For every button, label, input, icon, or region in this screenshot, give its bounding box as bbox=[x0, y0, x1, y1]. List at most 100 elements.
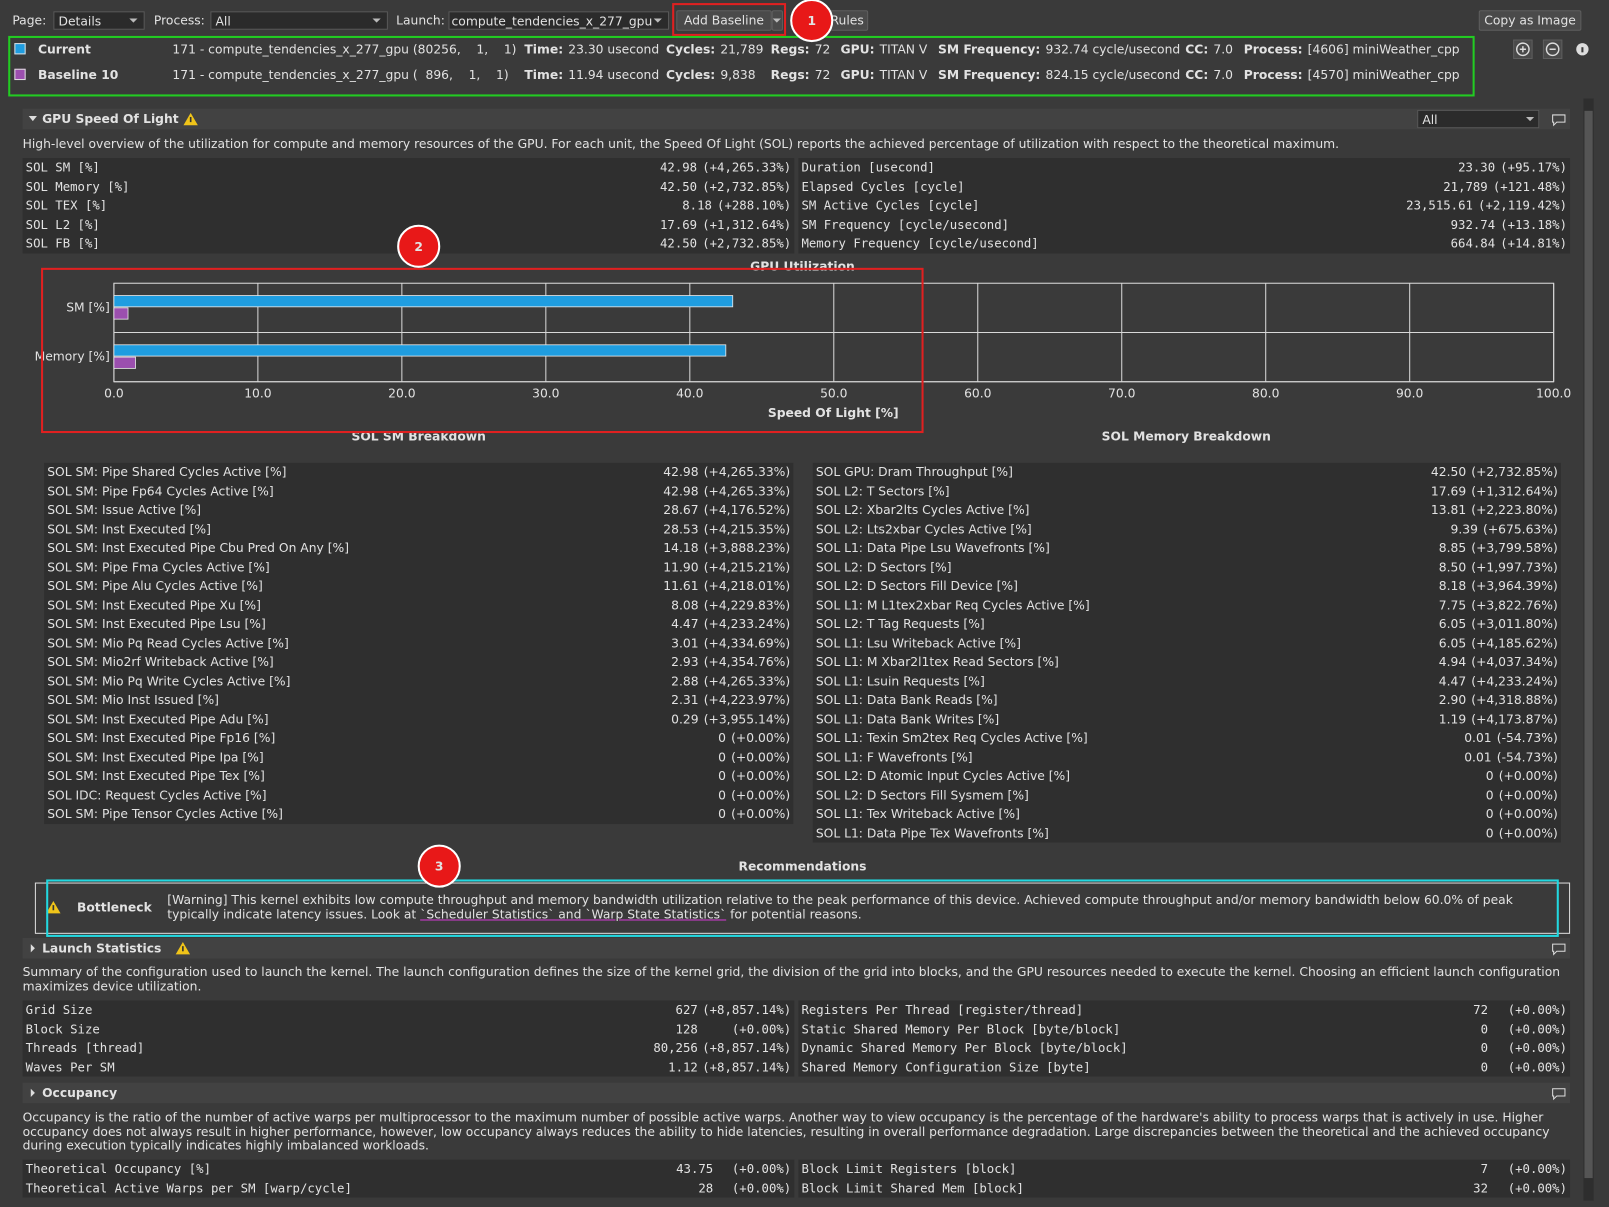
row-delta: (+2,732.85%) bbox=[1471, 464, 1558, 480]
row-value-group: 42.98 (+4,265.33%) bbox=[663, 464, 790, 480]
row-delta: (+4,265.33%) bbox=[702, 160, 792, 175]
field-value: [4606] miniWeather_cpp bbox=[1307, 42, 1460, 57]
filter-combo[interactable]: All bbox=[1417, 109, 1540, 129]
launch-combo[interactable]: compute_tendencies_x_277_gpu bbox=[448, 11, 670, 30]
row-delta: (+4,215.35%) bbox=[703, 521, 791, 537]
row-value: 42.50 bbox=[660, 179, 698, 194]
field-label: Cycles: bbox=[666, 42, 716, 57]
row-delta: (+3,955.14%) bbox=[703, 711, 791, 727]
bar bbox=[113, 344, 727, 357]
row-value-group: 3.01 (+4,334.69%) bbox=[671, 635, 790, 651]
field-label: CC: bbox=[1185, 42, 1209, 57]
row-value: 9.39 bbox=[1450, 521, 1478, 537]
table-row: SOL L2: Lts2xbar Cycles Active [%] 9.39 (+… bbox=[813, 520, 1561, 539]
row-delta: (+2,119.42%) bbox=[1478, 198, 1568, 213]
field-value: 7.0 bbox=[1213, 42, 1233, 57]
field-value: 23.30 usecond bbox=[568, 42, 660, 57]
result-field: SM Frequency: 932.74 cycle/usecond bbox=[938, 41, 1180, 57]
row-delta: (+14.81%) bbox=[1500, 236, 1568, 251]
row-value-group: 7.75 (+3,822.76%) bbox=[1439, 597, 1558, 613]
row-value: 8.50 bbox=[1438, 559, 1467, 575]
x-tick-label: 100.0 bbox=[1536, 387, 1571, 401]
row-delta: (+121.48%) bbox=[1492, 179, 1568, 194]
row-label: Block Size bbox=[25, 1021, 100, 1037]
row-value: 11.90 bbox=[663, 559, 699, 575]
row-value: 4.47 bbox=[671, 616, 699, 632]
row-value: 23.30 bbox=[1458, 160, 1496, 175]
table-row: Dynamic Shared Memory Per Block [byte/bl… bbox=[798, 1039, 1570, 1058]
row-value: 8.18 bbox=[1438, 578, 1467, 594]
table-row: SOL SM [%] 42.98 (+4,265.33%) bbox=[23, 158, 795, 177]
row-value-group: 2.90 (+4,318.88%) bbox=[1439, 692, 1558, 708]
row-value-group: 0 (+0.00%) bbox=[718, 749, 790, 765]
row-label: SOL TEX [%] bbox=[25, 198, 108, 213]
row-value: 42.50 bbox=[660, 236, 698, 251]
row-label: SOL L2: Xbar2lts Cycles Active [%] bbox=[815, 502, 1030, 518]
row-label: Block Limit Registers [block] bbox=[801, 1161, 1017, 1177]
row-label: SOL SM: Inst Executed Pipe Ipa [%] bbox=[47, 749, 264, 765]
section-header bbox=[22, 937, 1571, 959]
field-value: 9,838 bbox=[720, 67, 756, 83]
recommendation-tail: for potential reasons. bbox=[726, 906, 862, 922]
x-tick-label: 90.0 bbox=[1396, 387, 1423, 401]
copy-image-button[interactable]: Copy as Image bbox=[1478, 10, 1582, 31]
info-icon bbox=[1576, 43, 1589, 56]
field-label: CC: bbox=[1185, 67, 1209, 83]
bar bbox=[113, 356, 136, 369]
result-color bbox=[14, 68, 26, 81]
result-name: Current bbox=[37, 42, 91, 57]
row-value: 43.75 bbox=[676, 1161, 714, 1177]
process-combo[interactable]: All bbox=[210, 11, 388, 30]
recommendation-link[interactable]: `Scheduler Statistics` and `Warp State S… bbox=[420, 906, 727, 922]
row-value: 80,256 bbox=[653, 1040, 698, 1056]
highlight-box bbox=[41, 267, 924, 434]
row-value-group: 28.53 (+4,215.35%) bbox=[663, 521, 790, 537]
page-combo[interactable]: Details bbox=[53, 11, 145, 30]
scrollbar-thumb[interactable] bbox=[1584, 110, 1593, 1179]
section-title: GPU Speed Of Light bbox=[42, 111, 179, 127]
add-baseline-menu[interactable] bbox=[771, 10, 783, 31]
row-value-group: 4.94 (+4,037.34%) bbox=[1439, 654, 1558, 670]
row-delta: (+8,857.14%) bbox=[702, 1059, 792, 1075]
rules-button[interactable]: Rules bbox=[826, 10, 869, 31]
row-value: 4.94 bbox=[1438, 654, 1467, 670]
x-tick-label: 80.0 bbox=[1252, 387, 1279, 401]
table-row: SOL L2: D Sectors Fill Device [%] 8.18 (+3… bbox=[813, 577, 1561, 596]
row-value: 17.69 bbox=[660, 217, 698, 232]
row-delta: (+3,888.23%) bbox=[703, 540, 791, 556]
x-tick-label: 20.0 bbox=[388, 387, 415, 401]
result-field: Cycles: 9,838 bbox=[666, 67, 756, 83]
row-value: 23,515.61 bbox=[1406, 198, 1473, 213]
result-field: CC: 7.0 bbox=[1185, 67, 1233, 83]
table-row: Theoretical Active Warps per SM [warp/cy… bbox=[23, 1179, 795, 1198]
result-launch: 171 - compute_tendencies_x_277_gpu ( 896… bbox=[172, 67, 509, 83]
row-delta: (+1,312.64%) bbox=[702, 217, 792, 232]
add-baseline-button[interactable]: Add Baseline bbox=[676, 10, 772, 31]
field-label: Time: bbox=[524, 42, 564, 57]
table-row: SOL L1: Data Bank Writes [%] 1.19 (+4,173.… bbox=[813, 710, 1561, 729]
table-row: Static Shared Memory Per Block [byte/blo… bbox=[798, 1020, 1570, 1039]
zoom-icon bbox=[1516, 42, 1530, 57]
result-field: CC: 7.0 bbox=[1185, 41, 1233, 57]
breakdown-title: SOL SM Breakdown bbox=[351, 430, 485, 444]
row-label: SOL SM: Mio Inst Issued [%] bbox=[47, 692, 219, 708]
field-label: Time: bbox=[524, 67, 564, 83]
row-value: 28.67 bbox=[663, 502, 699, 518]
row-value-group: 17.69 (+1,312.64%) bbox=[660, 216, 791, 232]
row-value-group: 2.93 (+4,354.76%) bbox=[671, 654, 790, 670]
row-value-group: 0 (+0.00%) bbox=[1486, 768, 1558, 784]
row-delta: (+2,732.85%) bbox=[702, 179, 792, 194]
result-field: GPU: TITAN V bbox=[840, 41, 927, 57]
row-value: 28.53 bbox=[663, 521, 699, 537]
process-label: Process: bbox=[153, 13, 205, 28]
row-label: SOL L1: M L1tex2xbar Req Cycles Active [… bbox=[815, 597, 1090, 613]
row-delta: (+1,312.64%) bbox=[1471, 483, 1558, 499]
row-value: 32 bbox=[1473, 1180, 1488, 1196]
row-label: Static Shared Memory Per Block [byte/blo… bbox=[801, 1021, 1121, 1037]
row-value-group: 0 (+0.00%) bbox=[718, 768, 790, 784]
row-delta: (+4,218.01%) bbox=[703, 578, 791, 594]
row-label: Dynamic Shared Memory Per Block [byte/bl… bbox=[801, 1040, 1128, 1056]
row-delta: (+0.00%) bbox=[1507, 1180, 1568, 1196]
table-row: SOL L2: D Atomic Input Cycles Active [%]… bbox=[813, 767, 1561, 786]
